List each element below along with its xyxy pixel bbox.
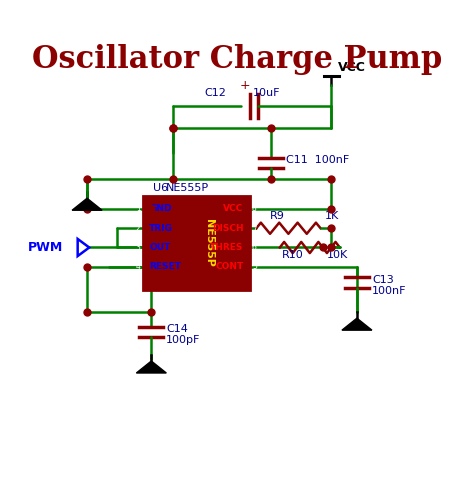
Text: GND: GND	[149, 204, 172, 213]
Text: DISCH: DISCH	[212, 224, 244, 233]
Text: VCC: VCC	[223, 204, 244, 213]
Text: Oscillator Charge Pump: Oscillator Charge Pump	[32, 44, 442, 75]
Text: PWM: PWM	[28, 241, 64, 254]
Text: 1K: 1K	[325, 211, 339, 221]
Text: OUT: OUT	[149, 243, 171, 252]
Text: 5: 5	[252, 262, 257, 271]
Text: 1: 1	[136, 204, 141, 213]
Text: C12: C12	[205, 89, 227, 99]
Polygon shape	[342, 318, 372, 330]
Text: VCC: VCC	[337, 61, 365, 74]
Text: THRES: THRES	[210, 243, 244, 252]
Text: C11  100nF: C11 100nF	[286, 155, 349, 165]
Text: 8: 8	[252, 204, 257, 213]
Text: +: +	[239, 79, 250, 93]
Text: 10K: 10K	[327, 250, 348, 260]
Text: C14: C14	[166, 324, 188, 334]
Text: 3: 3	[136, 243, 141, 252]
Text: 6: 6	[252, 243, 257, 252]
Text: 100pF: 100pF	[166, 335, 201, 345]
Text: 4: 4	[136, 262, 141, 271]
Bar	[143, 196, 250, 291]
Polygon shape	[72, 198, 102, 210]
Text: C13: C13	[372, 275, 394, 285]
Text: CONT: CONT	[215, 262, 244, 271]
Text: 100nF: 100nF	[372, 286, 406, 296]
Text: R10: R10	[282, 250, 303, 260]
Text: U6: U6	[154, 183, 169, 193]
Text: R9: R9	[270, 211, 285, 221]
Text: 2: 2	[136, 224, 141, 233]
Text: RESET: RESET	[149, 262, 181, 271]
Text: 7: 7	[252, 224, 257, 233]
Text: TRIG: TRIG	[149, 224, 173, 233]
Text: 10uF: 10uF	[253, 89, 281, 99]
Text: NE555P: NE555P	[166, 183, 210, 193]
Text: NE555P: NE555P	[204, 219, 214, 267]
Polygon shape	[137, 361, 166, 373]
